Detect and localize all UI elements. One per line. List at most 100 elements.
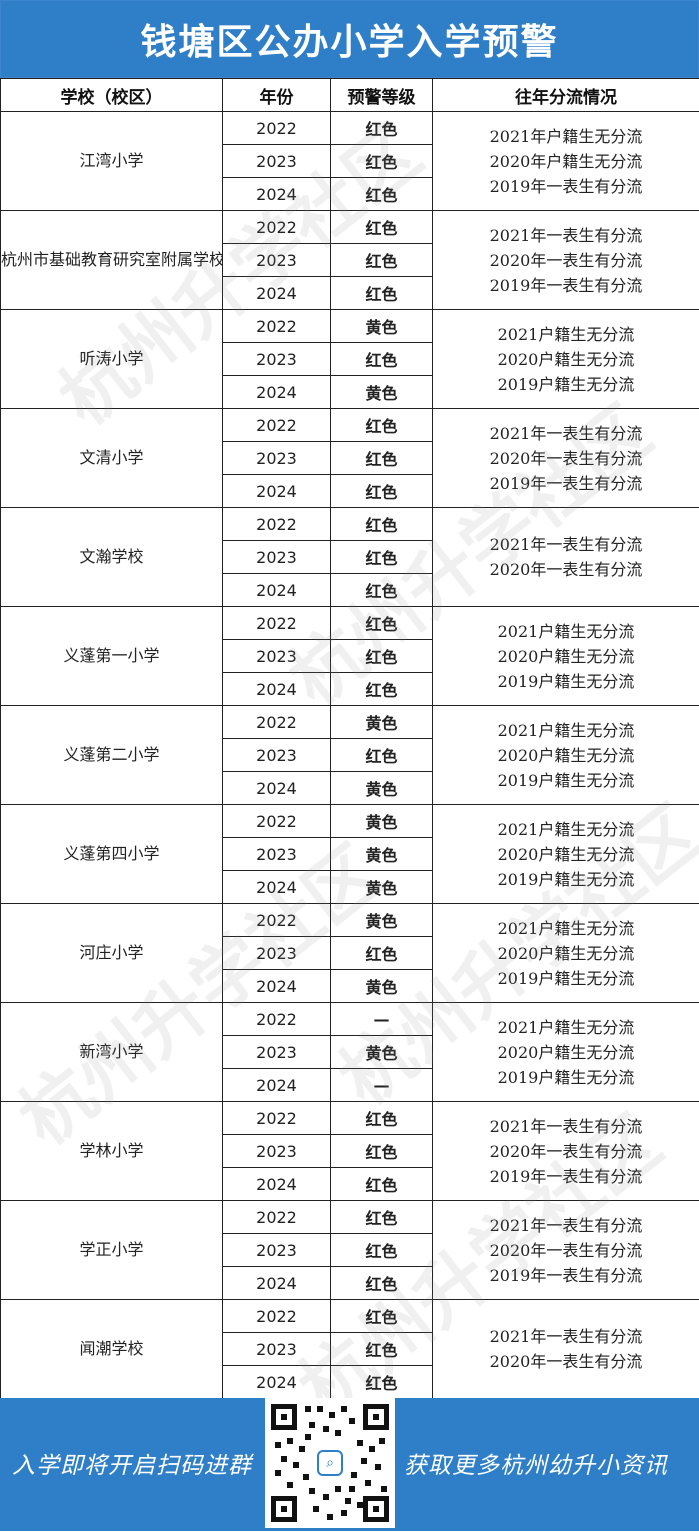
- warning-level-cell: 黄色: [331, 772, 433, 805]
- history-line: 2020户籍生无分流: [433, 842, 699, 867]
- year-cell: 2023: [223, 442, 331, 475]
- warning-level-cell: 红色: [331, 1267, 433, 1300]
- warning-level-cell: 红色: [331, 1366, 433, 1399]
- history-line: 2020年一表生有分流: [433, 557, 699, 582]
- warning-level-cell: 黄色: [331, 904, 433, 937]
- history-line: 2019户籍生无分流: [433, 867, 699, 892]
- school-name-cell: 义蓬第一小学: [1, 607, 223, 706]
- warning-level-cell: 红色: [331, 541, 433, 574]
- qr-finder-bottom-left: [271, 1496, 297, 1522]
- year-cell: 2022: [223, 112, 331, 145]
- history-line: 2020年户籍生无分流: [433, 149, 699, 174]
- year-cell: 2022: [223, 409, 331, 442]
- year-cell: 2022: [223, 706, 331, 739]
- history-line: 2020年一表生有分流: [433, 1349, 699, 1374]
- year-cell: 2022: [223, 508, 331, 541]
- warning-level-cell: —: [331, 1069, 433, 1102]
- history-line: 2021年一表生有分流: [433, 532, 699, 557]
- school-name-cell: 义蓬第二小学: [1, 706, 223, 805]
- year-cell: 2024: [223, 772, 331, 805]
- year-cell: 2023: [223, 1333, 331, 1366]
- history-line: 2019户籍生无分流: [433, 669, 699, 694]
- history-line: 2021年一表生有分流: [433, 1114, 699, 1139]
- history-line: 2021户籍生无分流: [433, 916, 699, 941]
- year-cell: 2022: [223, 607, 331, 640]
- school-name-cell: 闻潮学校: [1, 1300, 223, 1399]
- history-line: 2021户籍生无分流: [433, 619, 699, 644]
- year-cell: 2024: [223, 574, 331, 607]
- year-cell: 2023: [223, 739, 331, 772]
- history-line: 2021年户籍生无分流: [433, 124, 699, 149]
- warning-level-cell: 红色: [331, 1300, 433, 1333]
- history-line: 2021户籍生无分流: [433, 817, 699, 842]
- warning-level-cell: 红色: [331, 574, 433, 607]
- history-line: 2021年一表生有分流: [433, 421, 699, 446]
- warning-level-cell: 红色: [331, 343, 433, 376]
- year-cell: 2024: [223, 1069, 331, 1102]
- warning-level-cell: 红色: [331, 277, 433, 310]
- warning-level-cell: 红色: [331, 442, 433, 475]
- school-name-cell: 学林小学: [1, 1102, 223, 1201]
- warning-level-cell: 黄色: [331, 706, 433, 739]
- history-line: 2020户籍生无分流: [433, 644, 699, 669]
- history-line: 2020户籍生无分流: [433, 347, 699, 372]
- school-name-cell: 新湾小学: [1, 1003, 223, 1102]
- year-cell: 2022: [223, 211, 331, 244]
- history-line: 2020户籍生无分流: [433, 941, 699, 966]
- history-line: 2019户籍生无分流: [433, 966, 699, 991]
- year-cell: 2023: [223, 1036, 331, 1069]
- warning-level-cell: 红色: [331, 1168, 433, 1201]
- warning-level-cell: —: [331, 1003, 433, 1036]
- year-cell: 2024: [223, 673, 331, 706]
- warning-level-cell: 黄色: [331, 838, 433, 871]
- warning-level-cell: 红色: [331, 640, 433, 673]
- year-cell: 2022: [223, 904, 331, 937]
- school-name-cell: 杭州市基础教育研究室附属学校: [1, 211, 223, 310]
- history-line: 2019年一表生有分流: [433, 174, 699, 199]
- year-cell: 2023: [223, 1234, 331, 1267]
- warning-level-cell: 红色: [331, 508, 433, 541]
- history-line: 2020年一表生有分流: [433, 1238, 699, 1263]
- history-line: 2019户籍生无分流: [433, 1065, 699, 1090]
- table-header-row: 学校（校区） 年份 预警等级 往年分流情况: [1, 79, 699, 112]
- warning-level-cell: 红色: [331, 211, 433, 244]
- year-cell: 2023: [223, 1135, 331, 1168]
- warning-level-cell: 黄色: [331, 310, 433, 343]
- year-cell: 2023: [223, 838, 331, 871]
- year-cell: 2024: [223, 475, 331, 508]
- year-cell: 2024: [223, 1366, 331, 1399]
- history-line: 2021户籍生无分流: [433, 718, 699, 743]
- year-cell: 2024: [223, 1168, 331, 1201]
- year-cell: 2022: [223, 310, 331, 343]
- qr-finder-top-right: [363, 1404, 389, 1430]
- warning-level-cell: 红色: [331, 145, 433, 178]
- warning-level-cell: 红色: [331, 475, 433, 508]
- qr-code-icon[interactable]: ⌕: [265, 1398, 395, 1528]
- year-cell: 2024: [223, 178, 331, 211]
- warning-level-cell: 黄色: [331, 970, 433, 1003]
- year-cell: 2023: [223, 244, 331, 277]
- warning-level-cell: 红色: [331, 409, 433, 442]
- school-name-cell: 河庄小学: [1, 904, 223, 1003]
- year-cell: 2023: [223, 541, 331, 574]
- school-name-cell: 文清小学: [1, 409, 223, 508]
- warning-level-cell: 红色: [331, 244, 433, 277]
